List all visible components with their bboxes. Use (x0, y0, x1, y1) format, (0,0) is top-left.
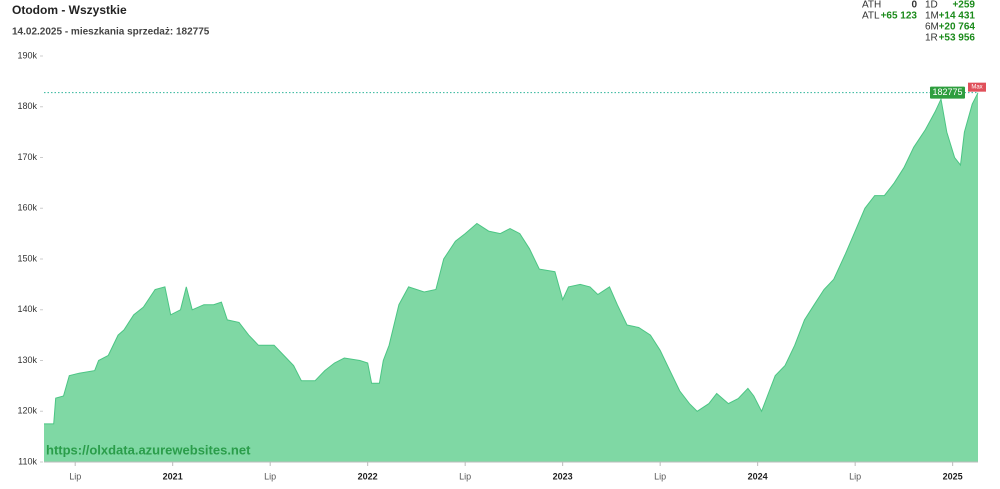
y-tick-label: 160k (17, 203, 37, 213)
stat-label: 6M (925, 22, 939, 33)
x-tick-label: 2025 (943, 471, 963, 481)
y-tick-label: 170k (17, 152, 37, 162)
y-tick-label: 150k (17, 253, 37, 263)
y-tick-label: 110k (18, 456, 37, 466)
max-box (968, 82, 986, 92)
x-tick-label: Lip (69, 471, 81, 481)
chart-subtitle: 14.02.2025 - mieszkania sprzedaż: 182775 (12, 27, 210, 38)
stat-value: +20 764 (939, 22, 976, 33)
x-tick-label: 2021 (163, 471, 183, 481)
y-tick-label: 130k (17, 355, 37, 365)
chart-title: Otodom - Wszystkie (12, 3, 127, 17)
stat-label: 1R (925, 33, 938, 44)
last-value-label: 182775 (932, 87, 962, 97)
max-label: Max (971, 85, 982, 91)
stat-value: +53 956 (939, 33, 976, 44)
watermark: https://olxdata.azurewebsites.net (46, 442, 251, 457)
stat-label: 1D (925, 0, 938, 11)
area (44, 92, 978, 462)
stat-label: ATH (862, 0, 881, 11)
line (44, 92, 979, 425)
y-tick-label: 180k (17, 101, 37, 111)
last-value-box (930, 86, 965, 99)
y-tick-label: 190k (17, 50, 37, 60)
x-tick-label: 2023 (553, 471, 573, 481)
x-tick-label: 2024 (748, 471, 768, 481)
stat-label: 1M (925, 11, 939, 22)
stat-value: 0 (911, 0, 917, 11)
stat-value: +65 123 (881, 11, 918, 22)
x-tick-label: Lip (654, 471, 666, 481)
x-tick-label: 2022 (358, 471, 378, 481)
y-tick-label: 120k (17, 406, 37, 416)
stat-label: ATL (862, 11, 880, 22)
x-tick-label: Lip (264, 471, 276, 481)
stats-panel: ATH 0 1D +259 ATL +65 123 1M +14 431 6M … (862, 0, 975, 44)
stat-value: +14 431 (939, 11, 976, 22)
x-tick-label: Lip (459, 471, 471, 481)
y-tick-label: 140k (17, 304, 37, 314)
stat-value: +259 (952, 0, 975, 11)
x-tick-label: Lip (849, 471, 861, 481)
